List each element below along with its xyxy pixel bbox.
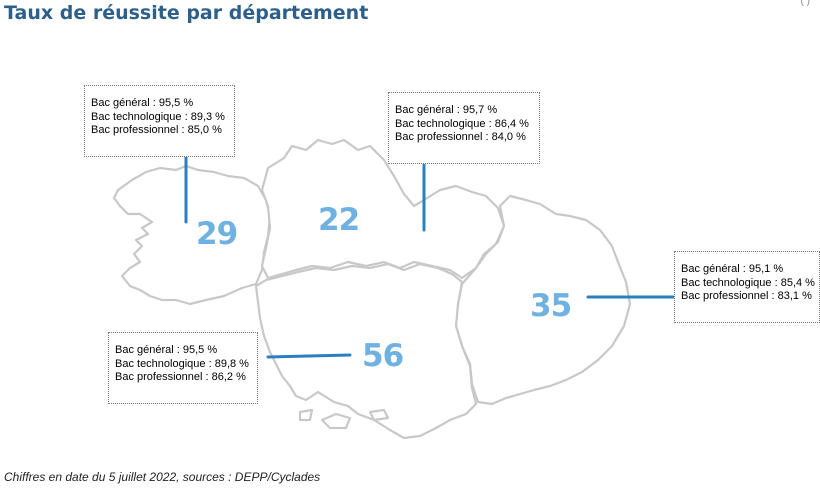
stat-row: Bac général : 95,1 % <box>681 263 784 275</box>
stat-row: Bac professionnel : 86,2 % <box>115 371 246 383</box>
corner-mark: ( ) <box>800 0 810 7</box>
department-29-shape <box>112 164 272 306</box>
stat-row: Bac professionnel : 84,0 % <box>395 131 526 143</box>
page-title: Taux de réussite par département <box>4 2 369 24</box>
stat-row: Bac technologique : 86,4 % <box>395 117 529 130</box>
stat-row: Bac technologique : 89,8 % <box>115 357 249 370</box>
stat-row: Bac professionnel : 83,1 % <box>681 290 812 302</box>
island-small-2 <box>368 408 390 422</box>
source-note: Chiffres en date du 5 juillet 2022, sour… <box>4 470 321 484</box>
stat-row: Bac général : 95,5 % <box>115 344 218 356</box>
stat-row: Bac général : 95,7 % <box>395 104 498 116</box>
leader-line-56 <box>266 353 352 359</box>
callout-35: Bac général : 95,1 % Bac technologique :… <box>674 251 820 323</box>
island-belle-ile <box>320 412 352 430</box>
stat-row: Bac technologique : 89,3 % <box>91 110 225 123</box>
department-56-shape <box>254 262 478 440</box>
dept-code-29: 29 <box>196 216 238 252</box>
stat-row: Bac professionnel : 85,0 % <box>91 124 222 136</box>
dept-code-35: 35 <box>530 288 572 324</box>
callout-29: Bac général : 95,5 % Bac technologique :… <box>84 85 235 157</box>
callout-22: Bac général : 95,7 % Bac technologique :… <box>388 92 540 164</box>
dept-code-22: 22 <box>318 202 360 238</box>
stat-row: Bac technologique : 85,4 % <box>681 276 815 289</box>
island-small-1 <box>298 408 314 422</box>
dept-code-56: 56 <box>362 338 404 374</box>
callout-56: Bac général : 95,5 % Bac technologique :… <box>108 332 258 404</box>
stat-row: Bac général : 95,5 % <box>91 97 194 109</box>
